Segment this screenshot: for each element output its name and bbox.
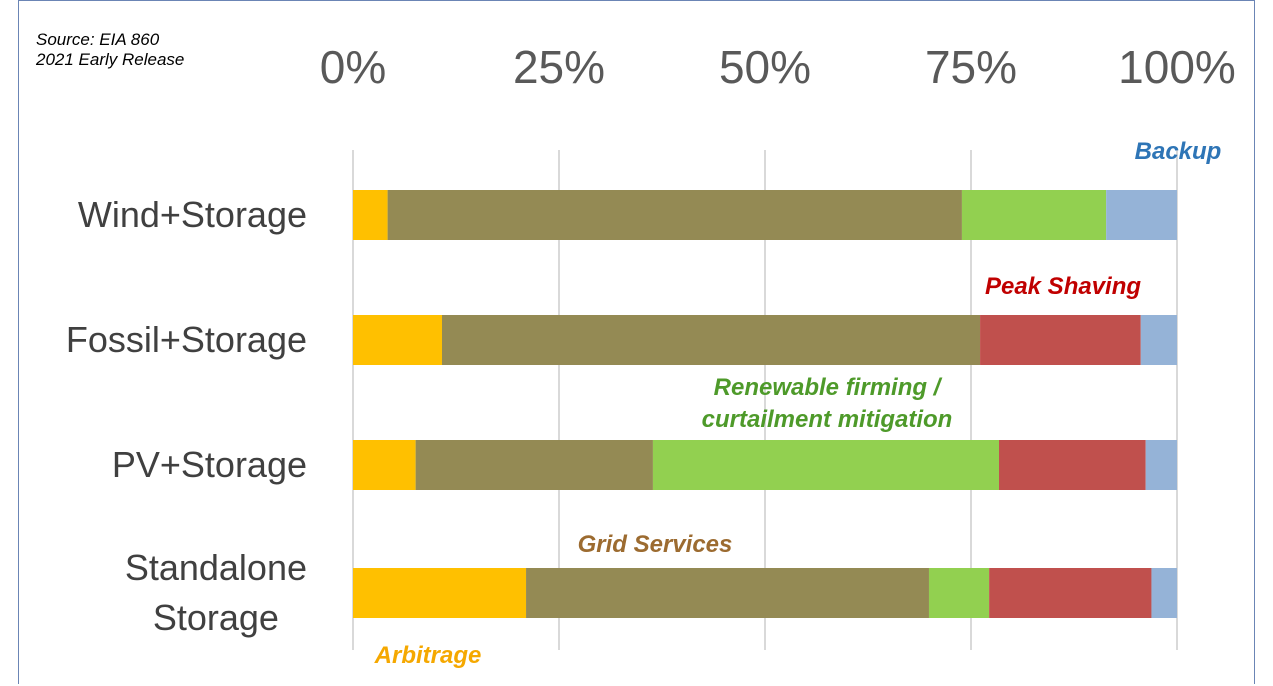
bar-segment: [961, 190, 1107, 240]
series-label: Backup: [1134, 138, 1222, 165]
bar-segment: [353, 440, 416, 490]
y-tick-label: Standalone Storage: [124, 547, 307, 638]
bar-segment: [1140, 315, 1177, 365]
bar-segment: [928, 568, 990, 618]
source-note: Source: EIA 860 2021 Early Release: [36, 30, 185, 69]
series-label: Grid Services: [577, 531, 733, 558]
x-tick-label: 25%: [512, 41, 606, 93]
bar-segment: [1151, 568, 1177, 618]
series-label: Peak Shaving: [984, 273, 1142, 300]
bar-segment: [353, 315, 442, 365]
bar-segment: [1145, 440, 1177, 490]
series-label: Arbitrage: [374, 642, 482, 669]
y-tick-label: PV+Storage: [111, 444, 307, 485]
x-tick-label: 75%: [924, 41, 1018, 93]
bar-segment: [999, 440, 1146, 490]
bar-segment: [353, 568, 527, 618]
x-tick-label: 0%: [319, 41, 387, 93]
bar-segment: [415, 440, 653, 490]
x-tick-label: 50%: [718, 41, 812, 93]
y-tick-label: Fossil+Storage: [65, 319, 307, 360]
series-label: Renewable firming / curtailment mitigati…: [701, 374, 953, 433]
bar-segment: [980, 315, 1141, 365]
bar-segment: [353, 190, 388, 240]
bar-segment: [1106, 190, 1177, 240]
bar-segment: [387, 190, 962, 240]
bar-segment: [526, 568, 929, 618]
bar-segment: [652, 440, 1000, 490]
bar-segment: [989, 568, 1152, 618]
x-tick-label: 100%: [1118, 41, 1236, 93]
y-tick-label: Wind+Storage: [77, 194, 307, 235]
frame: [18, 0, 1255, 684]
bar-segment: [441, 315, 981, 365]
